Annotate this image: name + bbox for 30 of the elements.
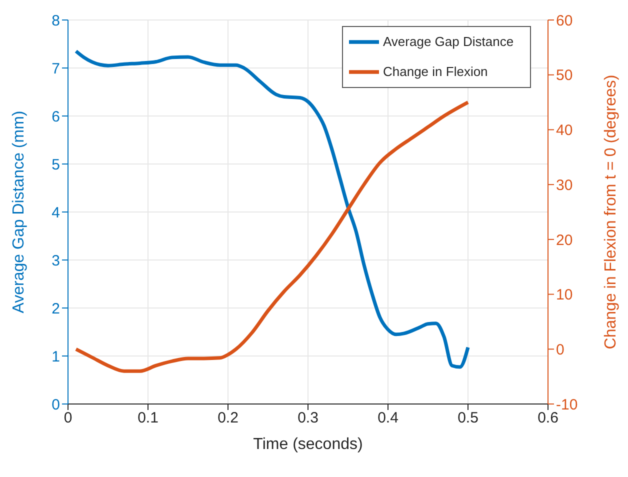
line-series — [74, 100, 470, 373]
y-tick-label: 7 — [52, 60, 60, 78]
y-tick-label: 5 — [52, 156, 60, 174]
y-tick-label: 6 — [52, 108, 60, 126]
y2-tick-label: -10 — [556, 396, 578, 414]
y2-tick-label: 0 — [556, 341, 564, 358]
x-tick-label: 0.1 — [138, 410, 158, 427]
y-tick-label: 3 — [52, 252, 60, 270]
x-tick-label: 0.6 — [538, 410, 558, 427]
y-tick-label: 2 — [52, 300, 60, 318]
y2-tick-label: 20 — [556, 232, 573, 249]
y2-tick-label: 30 — [556, 176, 573, 194]
y2-axis-title: Change in Flexion from t = 0 (degrees) — [602, 74, 620, 350]
y-tick-label: 4 — [52, 204, 60, 222]
y2-tick-label: 60 — [556, 12, 573, 30]
x-tick-label: 0.4 — [378, 410, 398, 427]
x-tick-label: 0.5 — [458, 410, 478, 427]
y-axis-title: Average Gap Distance (mm) — [10, 110, 28, 314]
y-tick-label: 1 — [52, 348, 60, 366]
x-tick-label: 0 — [64, 410, 72, 427]
y2-tick-label: 10 — [556, 286, 573, 304]
y-tick-label: 8 — [52, 12, 60, 30]
legend-label: Change in Flexion — [383, 64, 488, 80]
y2-tick-label: 40 — [556, 122, 573, 140]
x-tick-label: 0.2 — [218, 410, 238, 427]
x-axis-title: Time (seconds) — [253, 436, 363, 453]
legend-label: Average Gap Distance — [383, 34, 514, 50]
y2-tick-label: 50 — [556, 67, 573, 84]
y-tick-label: 0 — [52, 396, 60, 414]
x-tick-label: 0.3 — [298, 410, 318, 427]
